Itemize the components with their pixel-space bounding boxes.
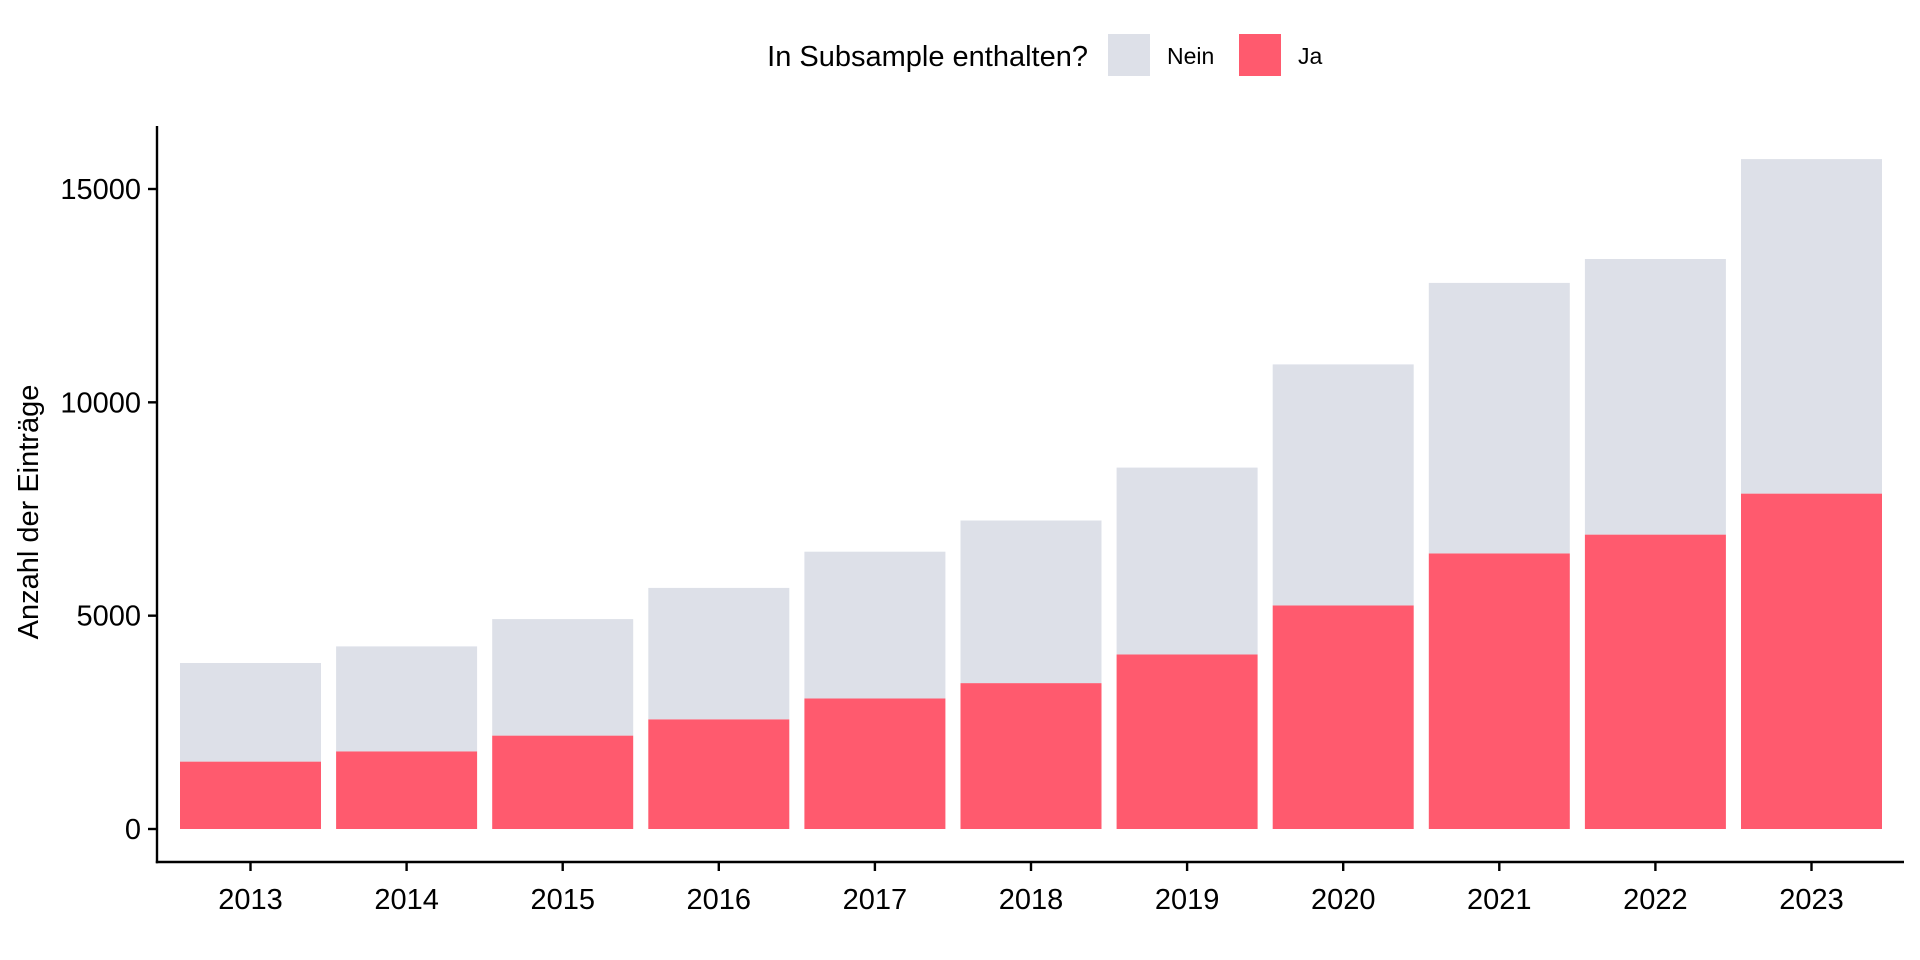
x-tick-label-2023: 2023 [1779,884,1844,916]
bar-nein-2022 [1584,259,1726,535]
bar-nein-2017 [804,551,946,699]
bar-ja-2015 [492,735,634,829]
x-tick-label-2015: 2015 [530,884,595,916]
bar-nein-2019 [1116,467,1258,655]
bar-nein-2013 [180,663,321,762]
x-tick-label-2014: 2014 [374,884,439,916]
y-axis: 0 5000 10000 15000 [60,126,159,864]
legend-label-ja: Ja [1298,43,1323,69]
y-tick-label-5000: 5000 [76,601,141,633]
bar-nein-2016 [648,587,790,720]
bar-ja-2021 [1428,553,1570,829]
bar-ja-2013 [180,761,321,829]
legend-swatch-ja [1239,34,1281,76]
x-tick-label-2020: 2020 [1311,884,1376,916]
bar-nein-2021 [1428,282,1570,554]
legend: In Subsample enthalten? Nein Ja [767,34,1323,76]
bar-ja-2022 [1584,534,1726,829]
x-tick-label-2013: 2013 [218,884,283,916]
legend-swatch-nein [1108,34,1150,76]
bar-nein-2018 [960,520,1102,684]
y-tick-label-10000: 10000 [60,387,141,419]
x-tick-label-2017: 2017 [843,884,908,916]
bar-ja-2016 [648,719,790,829]
bar-nein-2023 [1741,159,1882,494]
bar-ja-2019 [1116,654,1258,829]
x-tick-label-2019: 2019 [1155,884,1220,916]
bar-ja-2017 [804,698,946,829]
bar-nein-2020 [1272,364,1414,606]
x-tick-label-2021: 2021 [1467,884,1532,916]
bar-nein-2014 [336,646,478,752]
legend-label-nein: Nein [1167,43,1214,69]
y-axis-title: Anzahl der Einträge [13,385,45,640]
x-axis: 2013 2014 2015 2016 2017 2018 2019 2020 2021 2022… [155,860,1904,916]
bar-ja-2014 [336,751,478,829]
x-tick-label-2022: 2022 [1623,884,1688,916]
x-tick-label-2018: 2018 [999,884,1064,916]
bar-ja-2020 [1272,605,1414,829]
bars [180,159,1882,829]
legend-title: In Subsample enthalten? [767,41,1088,73]
y-tick-label-15000: 15000 [60,174,141,206]
bar-ja-2018 [960,683,1102,829]
bar-ja-2023 [1741,493,1882,829]
x-tick-label-2016: 2016 [687,884,752,916]
y-tick-label-0: 0 [125,814,141,846]
bar-nein-2015 [492,619,634,736]
